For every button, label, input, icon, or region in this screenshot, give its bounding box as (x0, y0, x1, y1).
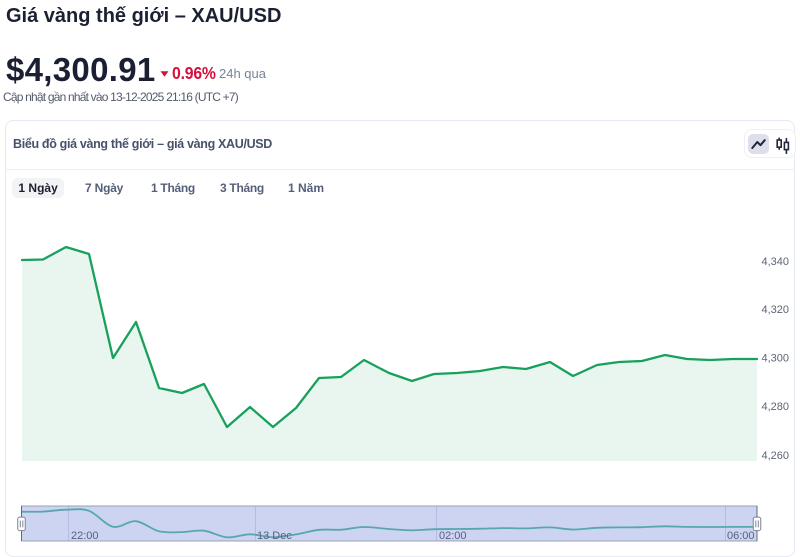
svg-text:02:00: 02:00 (439, 530, 467, 542)
svg-text:4,300: 4,300 (761, 352, 789, 364)
svg-text:4,260: 4,260 (761, 450, 789, 462)
svg-text:06:00: 06:00 (727, 530, 755, 542)
svg-text:13 Dec: 13 Dec (257, 530, 292, 542)
svg-text:4,280: 4,280 (761, 401, 789, 413)
svg-text:22:00: 22:00 (71, 530, 99, 542)
svg-text:4,320: 4,320 (761, 304, 789, 316)
svg-text:4,340: 4,340 (761, 256, 789, 268)
